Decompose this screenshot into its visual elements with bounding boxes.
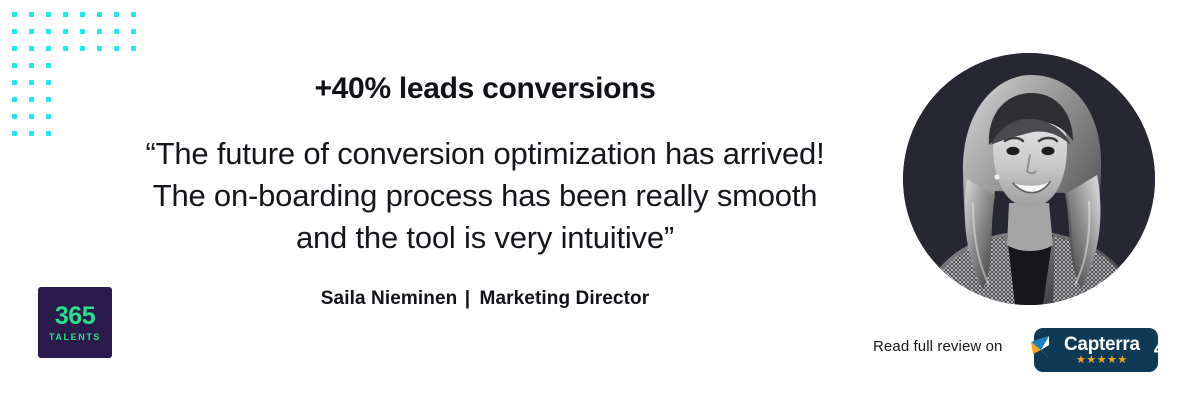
attribution-separator: |: [464, 288, 471, 309]
capterra-rating-badge[interactable]: Capterra ★★★★★ 4.8: [1031, 328, 1180, 372]
dot: [131, 12, 136, 17]
page-title: +40% leads conversions: [314, 72, 656, 105]
dot: [29, 46, 34, 51]
dot: [46, 80, 51, 85]
dot: [29, 12, 34, 17]
dot: [114, 46, 119, 51]
dot: [63, 46, 68, 51]
dot: [46, 97, 51, 102]
dot: [114, 29, 119, 34]
dot: [46, 46, 51, 51]
dot: [29, 114, 34, 119]
dot: [12, 63, 17, 68]
dot: [80, 12, 85, 17]
testimonial-quote: “The future of conversion optimization h…: [80, 133, 890, 259]
logo-wordmark: TALENTS: [48, 331, 102, 342]
dot: [46, 29, 51, 34]
dot: [46, 131, 51, 136]
capterra-brand-label: Capterra: [1064, 333, 1140, 355]
dot: [12, 114, 17, 119]
dot: [12, 80, 17, 85]
365-talents-logo[interactable]: 365 TALENTS: [38, 287, 112, 358]
dot: [46, 63, 51, 68]
dot: [63, 12, 68, 17]
dot: [29, 131, 34, 136]
author-name: Saila Nieminen: [320, 288, 458, 309]
logo-number: 365: [54, 301, 96, 330]
dot: [46, 12, 51, 17]
dot: [131, 46, 136, 51]
dot: [29, 80, 34, 85]
quote-line-3: and the tool is very intuitive”: [295, 220, 675, 255]
author-role: Marketing Director: [479, 288, 650, 309]
dot: [63, 29, 68, 34]
dot: [131, 29, 136, 34]
dot: [12, 46, 17, 51]
testimonial-attribution: Saila Nieminen | Marketing Director: [90, 288, 880, 310]
dot: [46, 114, 51, 119]
dot: [97, 29, 102, 34]
quote-line-2: The on-boarding process has been really …: [152, 178, 818, 213]
capterra-logo-icon: [1031, 336, 1049, 358]
dot: [12, 29, 17, 34]
dot: [29, 97, 34, 102]
dot: [114, 12, 119, 17]
dot: [80, 46, 85, 51]
dot: [12, 12, 17, 17]
dot-grid-icon: [0, 0, 140, 140]
dot: [29, 29, 34, 34]
dot: [29, 63, 34, 68]
quote-line-1: “The future of conversion optimization h…: [145, 136, 825, 171]
dot: [12, 97, 17, 102]
dot: [97, 46, 102, 51]
rating-stars: ★★★★★: [1075, 353, 1128, 366]
avatar: [903, 53, 1155, 305]
dot: [12, 131, 17, 136]
rating-score: 4.8: [1153, 339, 1180, 360]
dot: [97, 12, 102, 17]
read-full-review-label: Read full review on: [873, 338, 1003, 355]
dot: [80, 29, 85, 34]
